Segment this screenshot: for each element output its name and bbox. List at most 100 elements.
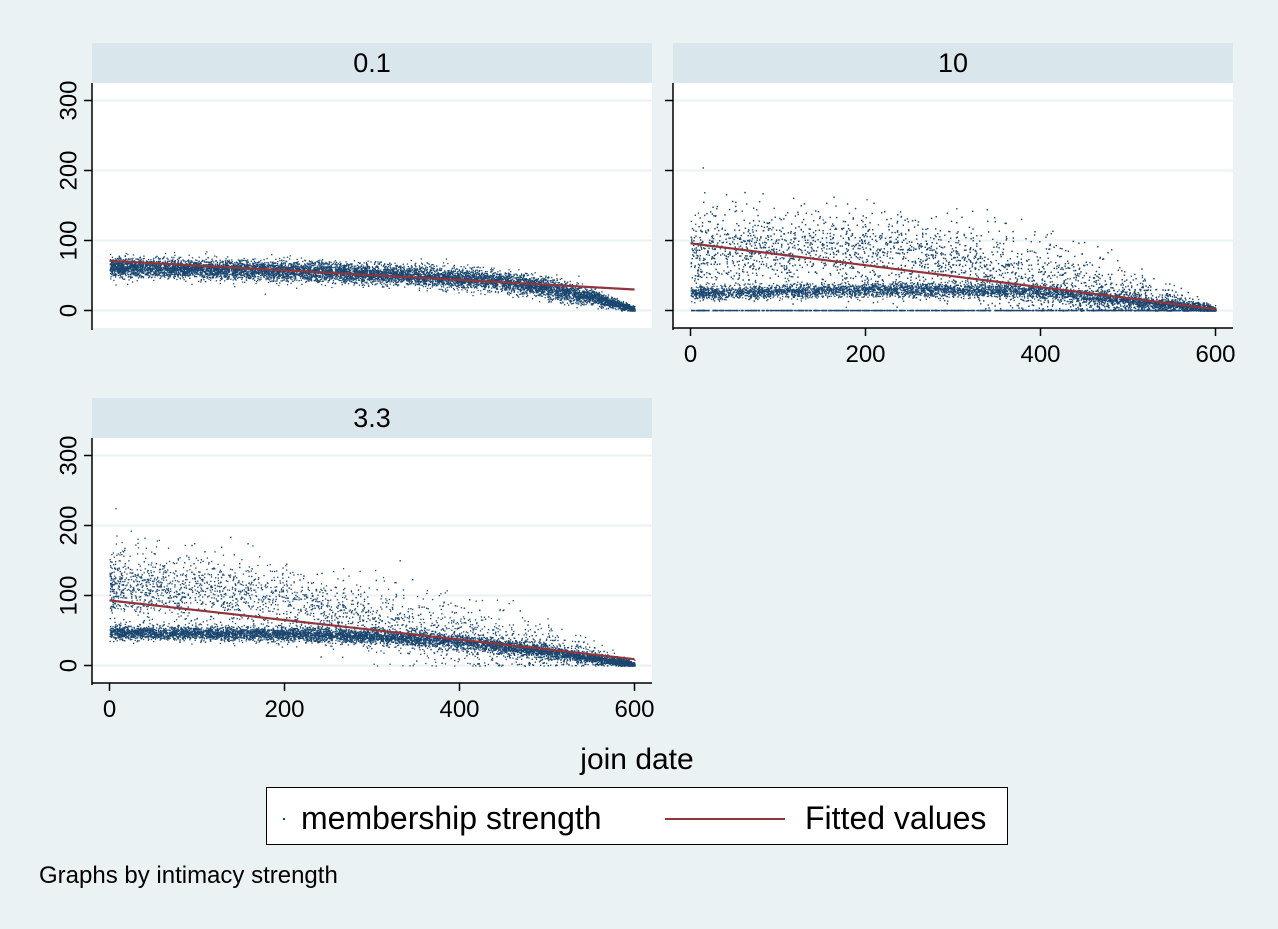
scatter-point [134, 273, 136, 275]
scatter-point [281, 262, 283, 264]
scatter-point [246, 275, 248, 278]
scatter-point [417, 269, 419, 271]
scatter-point [265, 272, 267, 274]
scatter-point [243, 257, 245, 260]
scatter-point [481, 278, 483, 280]
scatter-point [331, 286, 333, 289]
scatter-point [308, 273, 311, 275]
scatter-point [389, 283, 391, 285]
scatter-point [356, 277, 358, 279]
scatter-point [551, 287, 553, 290]
scatter-point [386, 266, 388, 269]
scatter-point [260, 271, 262, 273]
scatter-point [385, 270, 387, 272]
scatter-point [254, 276, 256, 278]
scatter-point [476, 285, 478, 288]
scatter-point [425, 285, 427, 288]
scatter-point [418, 289, 420, 291]
scatter-point [373, 263, 376, 265]
scatter-point [129, 277, 132, 279]
scatter-point [419, 268, 421, 271]
scatter-point [304, 277, 306, 279]
scatter-point [250, 270, 253, 272]
scatter-point [448, 271, 451, 273]
scatter-point [334, 264, 336, 266]
scatter-point [379, 282, 381, 284]
scatter-point [540, 275, 543, 278]
scatter-point [521, 278, 524, 280]
scatter-point [305, 280, 308, 283]
scatter-point [359, 277, 362, 280]
scatter-point [576, 288, 578, 290]
scatter-point [332, 266, 334, 269]
scatter-point [255, 282, 257, 285]
scatter-point [128, 279, 130, 281]
scatter-point [148, 275, 151, 277]
scatter-point [353, 265, 355, 267]
scatter-point [265, 277, 267, 280]
scatter-point [248, 273, 250, 275]
scatter-point [353, 260, 356, 262]
scatter-point [529, 279, 532, 281]
scatter-point [391, 268, 394, 271]
scatter-point [425, 266, 427, 268]
scatter-point [490, 271, 492, 273]
scatter-point [512, 287, 514, 289]
scatter-point [361, 282, 363, 284]
scatter-point [480, 285, 482, 287]
scatter-point [444, 270, 446, 272]
scatter-point [472, 294, 474, 297]
scatter-point [252, 276, 255, 278]
scatter-point [531, 273, 533, 275]
scatter-point [344, 282, 346, 285]
scatter-point [381, 283, 383, 285]
scatter-point [304, 260, 307, 262]
scatter-point [381, 286, 384, 288]
scatter-point [502, 277, 504, 280]
scatter-point [430, 269, 432, 271]
scatter-point [241, 259, 243, 261]
scatter-point [231, 274, 233, 277]
scatter-point [422, 281, 424, 283]
scatter-point [388, 264, 390, 266]
scatter-point [257, 271, 260, 273]
scatter-point [182, 272, 184, 275]
scatter-point [267, 281, 270, 284]
scatter-point [361, 264, 363, 266]
scatter-point [316, 266, 319, 269]
scatter-point [290, 282, 292, 284]
scatter-point [510, 292, 512, 295]
scatter-point [517, 291, 519, 293]
scatter-point [288, 276, 290, 278]
scatter-point [308, 279, 310, 281]
scatter-point [516, 276, 518, 279]
scatter-point [560, 294, 563, 296]
scatter-point [267, 263, 269, 265]
scatter-point [341, 284, 343, 286]
scatter-point [164, 252, 167, 255]
scatter-point [232, 263, 234, 265]
scatter-point [258, 273, 260, 275]
scatter-point [508, 273, 510, 275]
scatter-point [457, 285, 460, 287]
scatter-point [253, 260, 256, 262]
scatter-point [132, 272, 134, 274]
scatter-point [340, 280, 342, 282]
scatter-point [326, 273, 328, 275]
scatter-point [581, 303, 584, 306]
scatter-point [571, 298, 573, 300]
scatter-point [318, 276, 320, 279]
scatter-point [449, 282, 452, 284]
scatter-point [207, 256, 209, 259]
scatter-point [566, 302, 569, 304]
scatter-point [109, 253, 112, 256]
y-tick-label: 300 [55, 80, 82, 120]
scatter-point [271, 265, 273, 267]
scatter-point [202, 277, 204, 279]
scatter-point [309, 269, 311, 272]
scatter-point [396, 277, 398, 279]
scatter-point [242, 275, 245, 277]
scatter-point [111, 273, 113, 275]
scatter-point [147, 274, 149, 277]
